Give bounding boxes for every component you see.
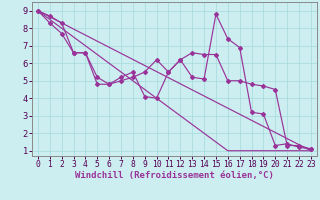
X-axis label: Windchill (Refroidissement éolien,°C): Windchill (Refroidissement éolien,°C) [75,171,274,180]
